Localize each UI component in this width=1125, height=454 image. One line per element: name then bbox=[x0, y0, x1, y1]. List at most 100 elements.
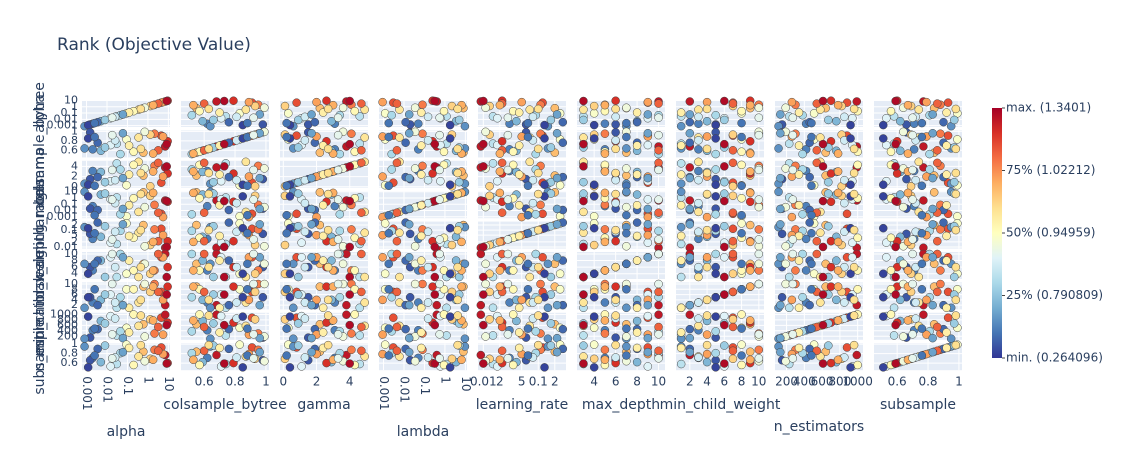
trial-point bbox=[728, 130, 738, 139]
trial-point bbox=[523, 181, 533, 191]
trial-point bbox=[430, 242, 440, 252]
trial-point bbox=[523, 285, 533, 294]
trial-point bbox=[189, 266, 198, 275]
trial-point bbox=[204, 144, 214, 154]
trial-point bbox=[754, 235, 764, 244]
trial-point bbox=[781, 103, 790, 112]
trial-point bbox=[798, 210, 807, 219]
x-tick-label: 10 bbox=[162, 376, 176, 391]
y-tick-label: 800 bbox=[57, 313, 78, 326]
trial-point bbox=[384, 132, 394, 142]
trial-point bbox=[911, 314, 920, 323]
trial-point bbox=[514, 328, 524, 337]
trial-point bbox=[439, 147, 449, 156]
trial-point bbox=[579, 162, 588, 171]
trial-point bbox=[199, 99, 209, 108]
trial-point bbox=[232, 112, 241, 122]
trial-point bbox=[249, 249, 258, 259]
trial-point bbox=[342, 300, 351, 310]
trial-point bbox=[694, 105, 703, 114]
cell bbox=[80, 96, 172, 131]
trial-point bbox=[919, 196, 928, 205]
trial-point bbox=[90, 118, 99, 128]
trial-point bbox=[243, 324, 252, 333]
trial-point bbox=[737, 210, 746, 220]
trial-point bbox=[404, 347, 414, 357]
cell bbox=[774, 157, 863, 191]
trial-point bbox=[846, 363, 855, 372]
trial-point bbox=[702, 132, 712, 141]
trial-point bbox=[285, 363, 295, 372]
trial-point bbox=[805, 218, 814, 227]
trial-point bbox=[745, 188, 755, 198]
trial-point bbox=[160, 310, 170, 319]
trial-point bbox=[357, 158, 366, 168]
trial-point bbox=[158, 172, 168, 181]
trial-point bbox=[118, 253, 128, 262]
cell bbox=[80, 340, 172, 372]
trial-point bbox=[950, 177, 959, 187]
trial-point bbox=[728, 315, 738, 324]
trial-point bbox=[338, 259, 348, 269]
trial-point bbox=[685, 117, 695, 127]
cell bbox=[378, 279, 470, 313]
trial-point bbox=[694, 262, 703, 272]
trial-point bbox=[162, 242, 171, 252]
trial-point bbox=[579, 272, 588, 282]
trial-point bbox=[232, 198, 241, 208]
trial-point bbox=[517, 295, 526, 305]
trial-point bbox=[88, 145, 97, 154]
trial-point bbox=[204, 189, 214, 199]
y-tick-label: 10 bbox=[64, 277, 78, 290]
trial-point bbox=[737, 259, 746, 269]
x-tick-label: 10 bbox=[459, 376, 473, 391]
cell bbox=[774, 187, 863, 222]
trial-point bbox=[781, 356, 790, 366]
trial-point bbox=[107, 354, 117, 363]
trial-point bbox=[788, 354, 798, 363]
trial-point bbox=[643, 97, 653, 107]
trial-point bbox=[355, 112, 364, 121]
trial-point bbox=[685, 253, 695, 262]
trial-point bbox=[879, 363, 888, 372]
trial-point bbox=[600, 266, 610, 275]
trial-point bbox=[112, 272, 122, 282]
trial-point bbox=[508, 285, 518, 294]
trial-point bbox=[558, 324, 568, 334]
trial-point bbox=[643, 212, 653, 222]
trial-point bbox=[503, 195, 513, 204]
cell bbox=[676, 187, 764, 222]
trial-point bbox=[250, 315, 260, 324]
cell bbox=[774, 218, 863, 252]
trial-point bbox=[162, 96, 171, 106]
trial-point bbox=[258, 120, 268, 129]
trial-point bbox=[711, 180, 720, 189]
trial-point bbox=[212, 97, 221, 106]
trial-point bbox=[720, 359, 729, 368]
trial-point bbox=[928, 220, 937, 229]
trial-point bbox=[685, 310, 695, 319]
trial-point bbox=[536, 200, 545, 210]
trial-point bbox=[891, 196, 900, 206]
trial-point bbox=[90, 132, 99, 142]
cell bbox=[280, 96, 369, 131]
trial-point bbox=[122, 285, 131, 294]
trial-point bbox=[481, 332, 490, 341]
trial-point bbox=[788, 113, 798, 122]
trial-point bbox=[93, 218, 102, 227]
trial-point bbox=[774, 187, 783, 197]
trial-point bbox=[711, 249, 720, 259]
y-axis-title: min_child_weight bbox=[32, 235, 48, 356]
trial-point bbox=[842, 343, 852, 352]
trial-point bbox=[389, 313, 398, 322]
cell bbox=[676, 127, 764, 159]
trial-point bbox=[136, 225, 146, 235]
trial-point bbox=[776, 173, 785, 183]
colorbar-tick-label: max. (1.3401) bbox=[1006, 101, 1091, 115]
trial-point bbox=[189, 237, 198, 247]
trial-point bbox=[622, 164, 631, 173]
trial-point bbox=[676, 239, 686, 249]
trial-point bbox=[255, 220, 264, 229]
trial-point bbox=[600, 167, 610, 176]
trial-point bbox=[781, 259, 790, 269]
